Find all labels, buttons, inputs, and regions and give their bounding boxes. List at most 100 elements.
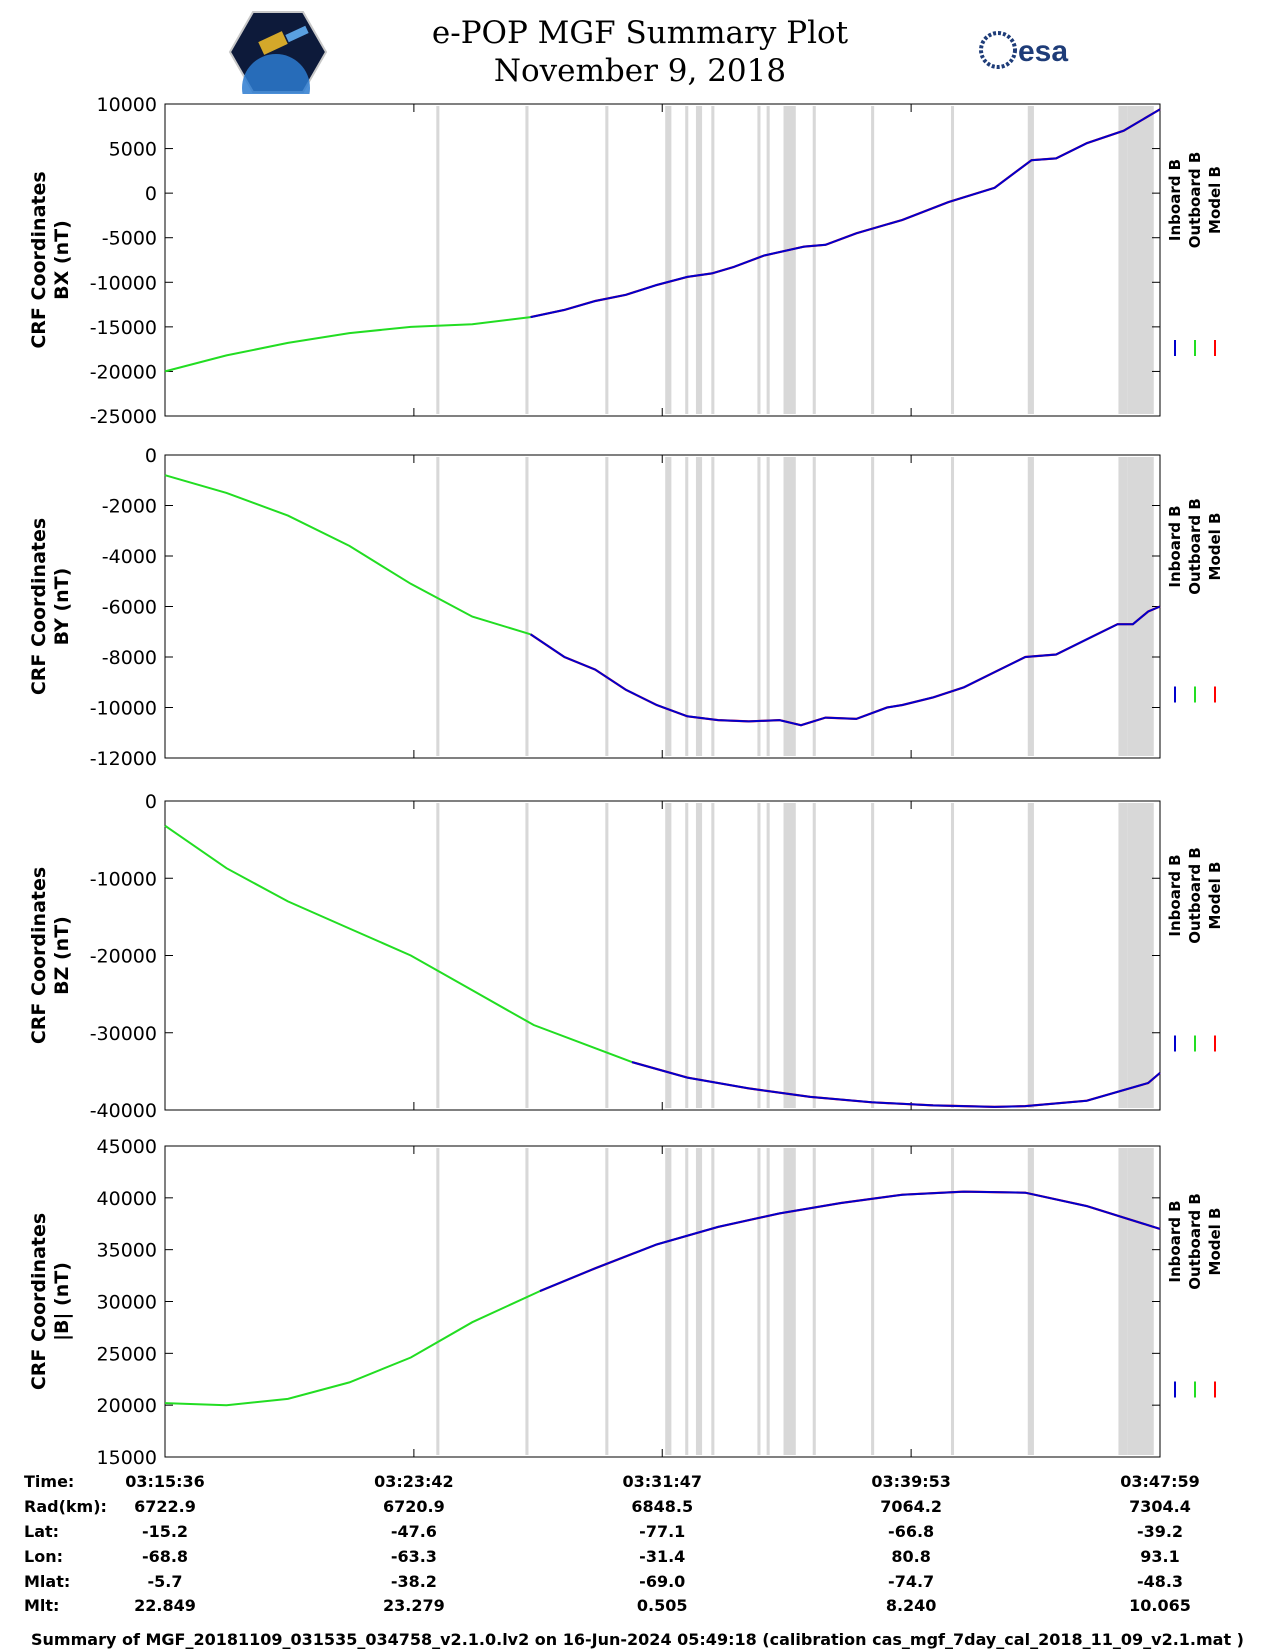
gap-shading-2-3	[665, 803, 672, 1108]
model-series-line-3	[539, 1190, 1161, 1293]
y-tick-label-3-3: 30000	[97, 1292, 157, 1314]
outboard-series-line-3	[164, 1290, 541, 1407]
gap-shading-2-7	[757, 803, 761, 1108]
gap-shading-2-6	[711, 803, 715, 1108]
info-cell-4-0: 03:47:59	[1120, 1472, 1200, 1491]
y-tick-label-0-2: 0	[145, 183, 157, 205]
solar-panel-icon	[285, 25, 309, 43]
esa-wordmark: esa	[1018, 35, 1068, 68]
gap-shading-2-5	[695, 803, 703, 1108]
y-tick-label-1-3: -6000	[102, 597, 157, 619]
info-cell-3-0: 03:39:53	[871, 1472, 951, 1491]
gap-shading-3-12	[950, 1148, 955, 1455]
info-cell-0-2: -15.2	[142, 1522, 188, 1541]
info-row-label-3: Lon:	[24, 1547, 63, 1566]
gap-shading-0-4	[685, 106, 689, 414]
plot-title: e-POP MGF Summary Plot	[431, 15, 849, 51]
title-block: e-POP MGF Summary Plot November 9, 2018	[400, 14, 880, 90]
cassiope-logo	[228, 11, 328, 94]
info-cell-1-0: 03:23:42	[374, 1472, 454, 1491]
info-cell-3-4: -74.7	[888, 1572, 934, 1591]
info-cell-4-1: 7304.4	[1129, 1497, 1191, 1516]
y-tick-label-0-7: -25000	[90, 406, 157, 428]
gap-shading-1-15	[1127, 457, 1154, 756]
y-tick-label-1-2: -4000	[102, 546, 157, 568]
gap-shading-0-6	[711, 106, 715, 414]
info-cell-4-3: 93.1	[1140, 1547, 1179, 1566]
info-cell-1-3: -63.3	[391, 1547, 437, 1566]
y-axis-label-3: CRF Coordinates	[28, 1213, 50, 1390]
info-cell-1-4: -38.2	[391, 1572, 437, 1591]
y-tick-label-2-4: -40000	[90, 1100, 157, 1122]
earth-icon	[242, 54, 310, 94]
gap-shading-3-13	[1027, 1148, 1034, 1455]
gap-shading-3-5	[695, 1148, 703, 1455]
y-axis-unit-label-2: BZ (nT)	[51, 916, 73, 995]
y-tick-label-3-5: 20000	[97, 1395, 157, 1417]
info-cell-1-5: 23.279	[383, 1596, 445, 1615]
gap-shading-0-8	[766, 106, 770, 414]
gap-shading-0-14	[1118, 106, 1128, 414]
gap-shading-2-1	[525, 803, 529, 1108]
info-cell-3-3: 80.8	[891, 1547, 930, 1566]
legend-label-3-1: Outboard B	[1186, 1193, 1204, 1290]
plot-frame-1	[164, 454, 1161, 759]
legend-label-3-0: Inboard B	[1166, 1200, 1184, 1282]
gap-shading-1-3	[665, 457, 672, 756]
gap-shading-2-12	[950, 803, 955, 1108]
y-axis-unit-label-3: |B| (nT)	[51, 1262, 73, 1341]
gap-shading-1-0	[436, 457, 440, 756]
gap-shading-3-14	[1118, 1148, 1128, 1455]
y-tick-label-0-1: 5000	[109, 139, 157, 161]
gap-shading-1-7	[757, 457, 761, 756]
info-cell-0-4: -5.7	[148, 1572, 183, 1591]
y-tick-label-1-0: 0	[145, 445, 157, 467]
gap-shading-2-14	[1118, 803, 1128, 1108]
model-series-line-1	[529, 605, 1161, 727]
gap-shading-1-11	[871, 457, 875, 756]
info-cell-4-5: 10.065	[1129, 1596, 1191, 1615]
legend-label-2-1: Outboard B	[1186, 847, 1204, 944]
info-cell-0-5: 22.849	[134, 1596, 196, 1615]
y-tick-label-3-0: 45000	[97, 1136, 157, 1158]
gap-shading-0-9	[783, 106, 796, 414]
y-tick-label-2-2: -20000	[90, 946, 157, 968]
plot-frame-2	[164, 800, 1161, 1111]
info-cell-2-2: -77.1	[639, 1522, 685, 1541]
y-tick-label-0-5: -15000	[90, 317, 157, 339]
y-tick-label-2-1: -10000	[90, 868, 157, 890]
gap-shading-2-8	[766, 803, 770, 1108]
y-tick-label-0-6: -20000	[90, 361, 157, 383]
gap-shading-0-5	[695, 106, 703, 414]
info-cell-0-1: 6722.9	[134, 1497, 196, 1516]
y-tick-label-0-0: 10000	[97, 94, 157, 116]
info-row-label-4: Mlat:	[24, 1572, 70, 1591]
legend-label-3-2: Model B	[1206, 1208, 1224, 1276]
gap-shading-0-12	[950, 106, 955, 414]
gap-shading-0-13	[1027, 106, 1034, 414]
gap-shading-2-15	[1127, 803, 1154, 1108]
inboard-series-line-3	[539, 1190, 1161, 1293]
gap-shading-2-13	[1027, 803, 1034, 1108]
y-tick-label-2-3: -30000	[90, 1023, 157, 1045]
gap-shading-0-0	[436, 106, 440, 414]
y-tick-label-3-4: 25000	[97, 1343, 157, 1365]
gap-shading-3-15	[1127, 1148, 1154, 1455]
y-tick-label-3-1: 40000	[97, 1188, 157, 1210]
info-cell-2-4: -69.0	[639, 1572, 685, 1591]
info-row-label-1: Rad(km):	[24, 1497, 107, 1516]
info-cell-2-1: 6848.5	[631, 1497, 693, 1516]
gap-shading-3-10	[812, 1148, 816, 1455]
gap-shading-0-2	[605, 106, 609, 414]
y-tick-label-0-3: -5000	[102, 228, 157, 250]
gap-shading-3-0	[436, 1148, 440, 1455]
legend-label-1-0: Inboard B	[1166, 505, 1184, 587]
gap-shading-0-1	[525, 106, 529, 414]
gap-shading-2-2	[605, 803, 609, 1108]
gap-shading-3-6	[711, 1148, 715, 1455]
gap-shading-1-14	[1118, 457, 1128, 756]
gap-shading-3-11	[871, 1148, 875, 1455]
info-cell-0-3: -68.8	[142, 1547, 188, 1566]
info-row-label-2: Lat:	[24, 1522, 59, 1541]
info-cell-4-2: -39.2	[1137, 1522, 1183, 1541]
